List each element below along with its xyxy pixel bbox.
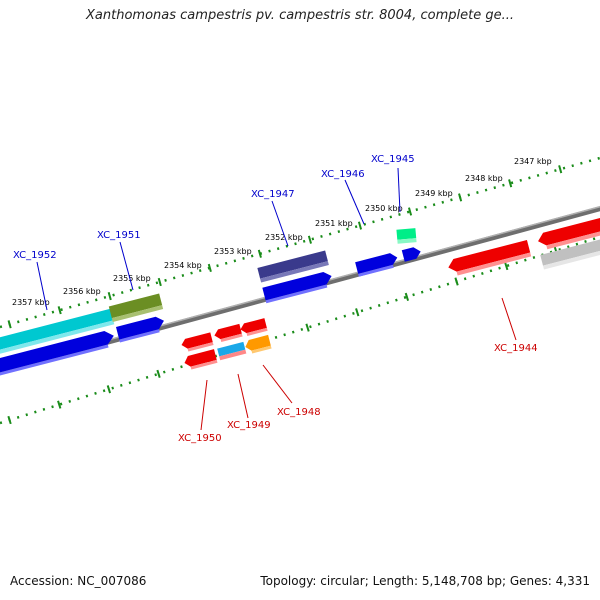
gene-label-XC_1946[interactable]: XC_1946 — [321, 169, 365, 180]
scale-label: 2350 kbp — [365, 204, 403, 213]
gene-label-XC_1947[interactable]: XC_1947 — [251, 189, 295, 200]
gene-label-XC_1952[interactable]: XC_1952 — [13, 250, 57, 261]
scale-tick — [7, 415, 12, 425]
scale-tick — [558, 165, 563, 174]
separator: ; — [364, 574, 373, 588]
scale-label: 2352 kbp — [265, 233, 303, 242]
gene-label-XC_1944[interactable]: XC_1944 — [494, 343, 538, 354]
gene-red-small-3[interactable] — [239, 318, 268, 337]
scale-label: 2347 kbp — [514, 157, 552, 166]
inner-scale-line — [0, 235, 600, 425]
scale-tick — [157, 277, 162, 287]
map-title: Xanthomonas campestris pv. campestris st… — [86, 8, 514, 23]
scale-label: 2353 kbp — [214, 247, 252, 256]
gene-XC_1946[interactable] — [355, 252, 399, 277]
scale-label: 2356 kbp — [63, 287, 101, 296]
scale-tick — [57, 306, 62, 315]
topology-label: Topology: — [260, 574, 317, 588]
gene-grey[interactable] — [540, 237, 600, 270]
topology-value: circular — [320, 574, 365, 588]
scale-label: 2357 kbp — [12, 298, 50, 307]
gene-label-XC_1950[interactable]: XC_1950 — [178, 433, 222, 444]
genes-value: 4,331 — [555, 574, 590, 588]
accession-label: Accession: — [10, 574, 74, 588]
scale-tick — [307, 235, 312, 244]
separator: ; — [501, 574, 510, 588]
gene-label-XC_1948[interactable]: XC_1948 — [277, 407, 321, 418]
scale-tick — [458, 193, 463, 202]
gene-XC_1949[interactable] — [217, 341, 247, 361]
gene-red-small-2[interactable] — [213, 323, 243, 343]
scale-tick — [305, 323, 310, 332]
gene-XC_1950[interactable] — [183, 349, 218, 371]
gene-label-XC_1951[interactable]: XC_1951 — [97, 230, 141, 241]
gene-blue-5[interactable] — [401, 246, 422, 262]
scale-label: 2349 kbp — [415, 189, 453, 198]
gene-blue-1[interactable] — [0, 329, 116, 380]
length-value: 5,148,708 bp — [421, 574, 502, 588]
gene-XC_1948[interactable] — [244, 334, 272, 355]
scale-label: 2348 kbp — [465, 174, 503, 183]
scale-tick — [106, 385, 112, 394]
scale-tick — [404, 292, 410, 301]
accession-info: Accession: NC_007086 — [10, 574, 146, 588]
scale-tick — [454, 277, 459, 286]
scale-label: 2354 kbp — [164, 261, 202, 270]
genes-label: Genes: — [509, 574, 552, 588]
gene-XC_1945[interactable] — [396, 228, 417, 244]
gene-label-XC_1945[interactable]: XC_1945 — [371, 154, 415, 165]
scale-tick — [257, 249, 262, 258]
outer-scale-ticks — [7, 165, 563, 329]
scale-tick — [207, 263, 212, 273]
scale-tick — [357, 221, 363, 230]
length-label: Length: — [372, 574, 419, 588]
scale-tick — [156, 369, 161, 378]
genome-stats: Topology: circular; Length: 5,148,708 bp… — [260, 574, 590, 588]
gene-XC_1944[interactable] — [447, 239, 532, 277]
accession-value: NC_007086 — [77, 574, 147, 588]
gene-blue-2[interactable] — [115, 315, 166, 343]
gene-XC_1951[interactable] — [108, 293, 164, 323]
gene-label-XC_1949[interactable]: XC_1949 — [227, 420, 271, 431]
gene-XC_1947[interactable] — [257, 250, 329, 283]
scale-tick — [7, 320, 12, 329]
scale-tick — [355, 308, 360, 317]
gene-red-small-1[interactable] — [180, 332, 214, 352]
gene-blue-3[interactable] — [262, 270, 334, 304]
gene-red-2[interactable] — [536, 216, 600, 251]
scale-tick — [57, 400, 62, 409]
scale-tick — [508, 179, 513, 188]
scale-tick — [504, 261, 509, 271]
label-leader-lines — [36, 167, 517, 431]
scale-tick — [407, 207, 413, 216]
gene-XC_1952[interactable] — [0, 308, 115, 358]
scale-label: 2351 kbp — [315, 219, 353, 228]
scale-label: 2355 kbp — [113, 274, 151, 283]
scale-tick — [107, 291, 112, 301]
